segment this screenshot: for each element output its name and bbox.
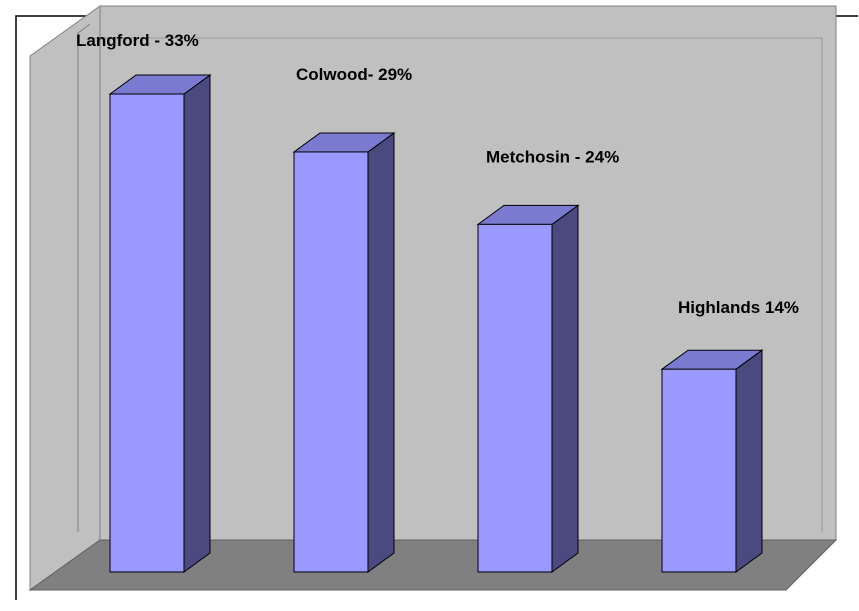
data-label-langford: Langford - 33% bbox=[76, 31, 199, 50]
bar-side-face bbox=[183, 74, 211, 573]
data-label-colwood: Colwood- 29% bbox=[296, 65, 412, 84]
bar-front-face bbox=[109, 93, 185, 573]
bar-metchosin bbox=[476, 204, 580, 573]
bar-front-face bbox=[661, 368, 737, 573]
side-wall bbox=[29, 5, 101, 591]
bar-front-face bbox=[477, 223, 553, 573]
bar-colwood bbox=[292, 131, 396, 573]
bars-group bbox=[108, 74, 764, 573]
chart-floor bbox=[28, 539, 838, 591]
side-wall-inner-edge bbox=[77, 23, 91, 532]
bar-front-face bbox=[293, 151, 369, 573]
bar-side-face bbox=[551, 204, 579, 573]
data-label-highlands: Highlands 14% bbox=[678, 298, 799, 317]
bar-side-face bbox=[735, 349, 763, 573]
data-labels-group: Langford - 33% Colwood- 29% Metchosin - 24… bbox=[76, 31, 799, 317]
data-label-metchosin: Metchosin - 24% bbox=[486, 147, 619, 166]
bar-langford bbox=[108, 74, 212, 573]
bar-side-face bbox=[367, 131, 395, 573]
back-wall-inner-edge bbox=[90, 37, 823, 532]
bar-highlands bbox=[660, 349, 764, 573]
